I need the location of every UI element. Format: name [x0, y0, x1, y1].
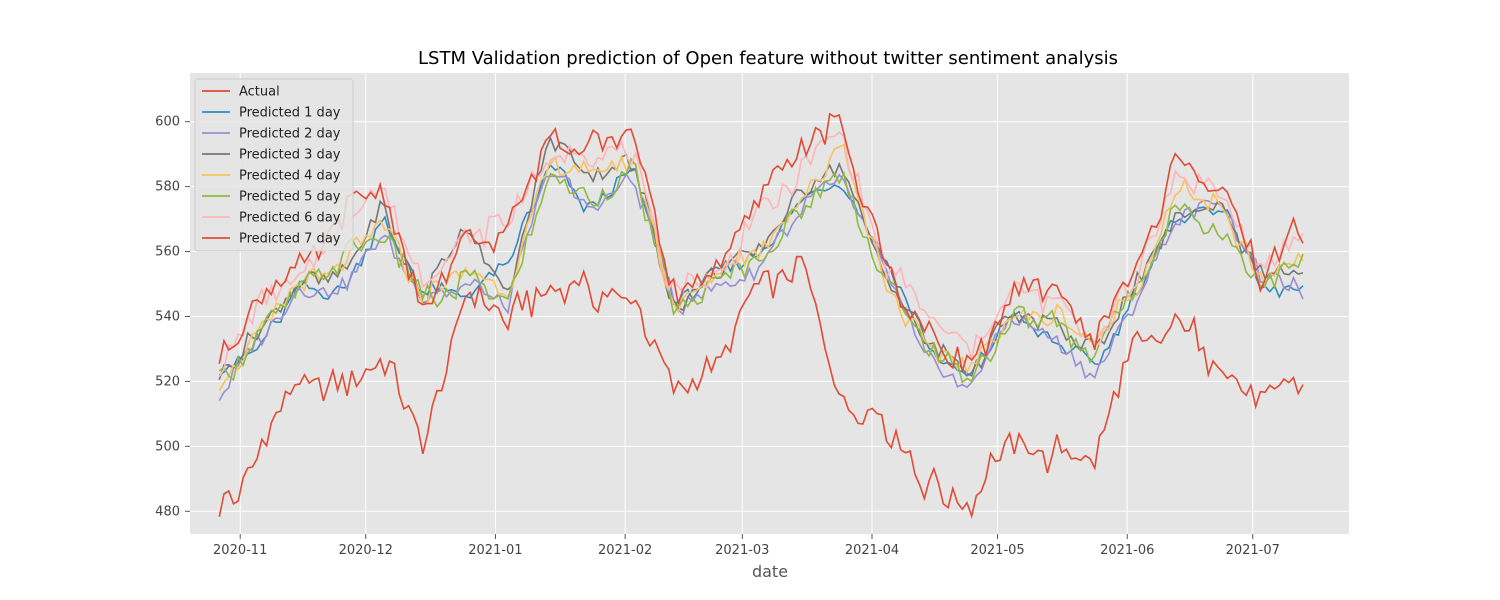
- y-tick-label: 500: [155, 439, 180, 454]
- legend-label: Predicted 5 day: [239, 190, 341, 205]
- chart-title: LSTM Validation prediction of Open featu…: [418, 48, 1118, 69]
- y-tick-label: 560: [155, 245, 180, 260]
- legend-label: Predicted 3 day: [239, 148, 341, 163]
- x-axis: 2020-11 2020-12 2021-01 2021-02 2021-03 2021-…: [213, 534, 1280, 558]
- x-axis-label: date: [752, 562, 788, 581]
- legend-label: Predicted 7 day: [239, 232, 341, 247]
- y-tick-label: 600: [155, 115, 180, 130]
- legend-label: Predicted 4 day: [239, 169, 341, 184]
- legend-label: Predicted 2 day: [239, 127, 341, 142]
- series-line-predicted-7-day: [218, 112, 1304, 372]
- x-tick-label: 2021-07: [1226, 543, 1280, 558]
- series-line-predicted-2-day: [218, 172, 1304, 401]
- legend-box: [194, 78, 354, 252]
- x-tick-label: 2020-11: [213, 543, 267, 558]
- series-group: [218, 112, 1304, 519]
- x-tick-label: 2021-01: [468, 543, 522, 558]
- x-tick-label: 2020-12: [339, 543, 393, 558]
- x-tick-label: 2021-03: [715, 543, 769, 558]
- x-tick-label: 2021-02: [598, 543, 652, 558]
- y-tick-label: 480: [155, 504, 180, 519]
- legend-label: Predicted 1 day: [239, 106, 341, 121]
- y-tick-label: 540: [155, 309, 180, 324]
- x-tick-label: 2021-05: [970, 543, 1024, 558]
- plot-area: [190, 73, 1349, 534]
- legend-label: Predicted 6 day: [239, 211, 341, 226]
- y-tick-label: 520: [155, 374, 180, 389]
- x-tick-label: 2021-04: [845, 543, 899, 558]
- x-tick-label: 2021-06: [1100, 543, 1154, 558]
- series-line-predicted-4-day: [218, 143, 1304, 392]
- legend-label: Actual: [239, 85, 280, 100]
- legend: Actual Predicted 1 day Predicted 2 day Pred…: [194, 78, 354, 252]
- y-axis: 480 500 520 540 560 580 600: [155, 115, 190, 519]
- series-line-predicted-5-day: [218, 157, 1304, 384]
- series-line-actual: [218, 255, 1304, 519]
- y-tick-label: 580: [155, 180, 180, 195]
